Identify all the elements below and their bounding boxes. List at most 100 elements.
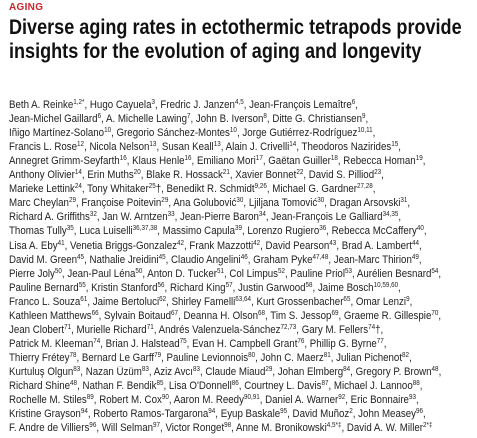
author-name: , [398, 281, 401, 294]
author-name: , [398, 141, 401, 154]
affiliation: 79 [154, 351, 162, 359]
affiliation: 88 [412, 380, 420, 387]
author-name: , Murielle Richard [71, 323, 147, 336]
affiliation: 6 [351, 99, 356, 106]
affiliation: 2*‡ [423, 422, 433, 430]
affiliation: 63,64 [235, 295, 252, 303]
affiliation: 31 [400, 197, 408, 205]
author-line: Patrick M. Kleeman74, Brian J. Halstead7… [9, 338, 387, 351]
affiliation: 54 [431, 267, 439, 275]
affiliation: 53 [344, 267, 352, 275]
author-name: Francis L. Rose [9, 141, 78, 154]
author-name: , David Muñoz [287, 408, 350, 421]
author-name: , Anton D. Tucker [142, 267, 217, 280]
affiliation: 56 [157, 281, 165, 289]
affiliation: 48 [70, 380, 78, 387]
author-name: , Ana Golubović [168, 197, 237, 210]
author-name: , Pauline Levionnois [161, 351, 249, 364]
author-name: , Tim S. Jessop [265, 309, 332, 322]
author-name: , Theodoros Nazirides [296, 141, 392, 154]
affiliation: 8 [263, 113, 267, 121]
author-line: Marieke Lettink24, Tony Whitaker25†, Ben… [9, 183, 376, 196]
author-name: , Tony Whitaker [81, 183, 149, 196]
author-name: , Pauline Priol [285, 267, 345, 280]
affiliation: 9,26 [254, 183, 267, 191]
author-name: , Emiliano Mori [191, 155, 256, 168]
affiliation: 34 [258, 211, 266, 219]
affiliation: 42 [253, 239, 261, 247]
author-name: , Johan Elmberg [272, 365, 344, 378]
author-name: Patrick M. Kleeman [9, 337, 94, 350]
author-name: , Will Selman [96, 422, 154, 435]
affiliation: 18 [330, 155, 338, 163]
author-name: , Jean-François Lemaître [243, 99, 352, 111]
author-line: Kristine Grayson94, Roberto Ramos-Targar… [9, 408, 426, 421]
author-line: Thierry Frétey78, Bernard Le Garff79, Pa… [9, 352, 412, 365]
author-name: , Lisa O'Donnell [163, 380, 232, 392]
author-name: , Aziz Avcı [148, 365, 193, 378]
author-name: , [418, 239, 422, 252]
author-name: , Graeme R. Gillespie [338, 309, 432, 322]
author-name: , [423, 408, 426, 421]
affiliation: 10 [229, 127, 237, 135]
affiliation: 49 [411, 253, 419, 261]
affiliation: 97 [153, 422, 161, 430]
affiliation: 13 [149, 141, 157, 149]
author-name: , Blake R. Hossack [140, 169, 223, 182]
affiliation: 80 [248, 351, 256, 359]
affiliation: 13 [213, 141, 221, 149]
author-line: Lisa A. Eby41, Venetia Briggs-Gonzalez42… [9, 240, 422, 253]
affiliation: 96 [89, 422, 97, 430]
author-name: Richard Shine [9, 380, 71, 392]
section-label: AGING [9, 2, 44, 13]
affiliation: 44 [411, 239, 419, 247]
title-line: Diverse aging rates in ectothermic tetra… [9, 16, 462, 39]
author-name: , John C. Maerz [255, 351, 324, 364]
affiliation: 76 [297, 337, 305, 345]
author-line: Thomas Tully35, Luca Luiselli36,37,38, M… [9, 225, 427, 238]
affiliation: 39 [234, 225, 243, 233]
affiliation: 58 [305, 281, 313, 289]
author-name: , Rebecca Homan [337, 155, 416, 168]
author-line: Beth A. Reinke1,2*, Hugo Cayuela3, Fredr… [9, 99, 358, 112]
author-name: , [409, 351, 412, 364]
author-name: Iñigo Martínez-Solano [9, 127, 105, 140]
affiliation: 52 [278, 267, 286, 275]
affiliation: 15 [391, 141, 399, 149]
affiliation: 71 [64, 323, 72, 331]
affiliation: 89 [86, 394, 94, 402]
author-name: , Alain J. Crivelli [220, 141, 290, 154]
author-name: , Omar Lenzi [350, 295, 407, 308]
author-name: , Eyup Baskale [215, 408, 281, 421]
author-name: , [381, 169, 384, 182]
author-name: , Ljiljana Tomović [243, 197, 318, 210]
affiliation: 90,91 [243, 394, 260, 402]
author-line: F. Andre de Villiers96, Will Selman97, V… [9, 422, 432, 435]
author-name: , Michael J. Lannoo [328, 380, 413, 392]
affiliation: 32 [89, 211, 97, 219]
affiliation: 6 [97, 113, 102, 121]
author-name: Rochelle M. Stiles [9, 394, 87, 407]
affiliation: 48 [431, 365, 439, 373]
affiliation: 90 [161, 394, 169, 402]
author-name: , Jean-Pierre Baron [174, 211, 259, 224]
author-line: Pauline Bernard55, Kristin Stanford56, R… [9, 282, 401, 295]
author-name: , Jan W. Arntzen [96, 211, 168, 224]
affiliation: 24 [74, 183, 82, 191]
author-name: Jean Clobert [9, 323, 65, 336]
author-name: , Erin Muths [81, 169, 134, 182]
affiliation: 16 [184, 155, 192, 163]
affiliation: 72,73 [280, 323, 297, 331]
author-name: , Bernard Le Garff [76, 351, 155, 364]
affiliation: 34,35 [382, 211, 399, 219]
author-name: , Andrés Valenzuela-Sánchez [153, 323, 281, 336]
affiliation: 33 [167, 211, 175, 219]
author-name: , Gregory P. Brown [350, 365, 432, 378]
affiliation: 92 [338, 394, 346, 402]
affiliation: 71 [146, 323, 154, 331]
author-line: Richard Shine48, Nathan F. Bendik85, Lis… [9, 380, 422, 393]
affiliation: 23 [374, 169, 382, 177]
author-name: , Claudio Angelini [165, 253, 241, 266]
author-name: , Dragan Arsovski [324, 197, 401, 210]
author-line: Kurtuluş Olgun83, Nazan Üzüm83, Aziz Avc… [9, 366, 441, 379]
